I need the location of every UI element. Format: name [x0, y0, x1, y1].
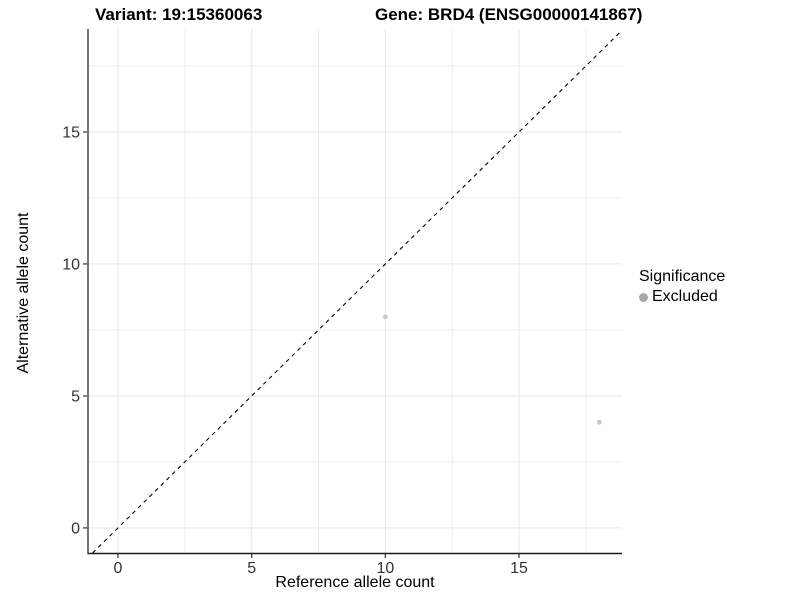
x-tick-label: 5	[247, 560, 256, 577]
legend-title: Significance	[639, 268, 726, 285]
y-tick-label: 0	[71, 520, 80, 537]
y-tick-label: 10	[62, 256, 80, 273]
y-axis-title: Alternative allele count	[15, 212, 32, 374]
x-axis-title: Reference allele count	[275, 574, 435, 591]
y-tick-label: 15	[62, 124, 80, 141]
legend-item-excluded: Excluded	[639, 288, 725, 306]
x-tick-label: 10	[376, 560, 394, 577]
data-point	[382, 314, 388, 320]
x-tick-label: 0	[113, 560, 122, 577]
plot-title-gene: Gene: BRD4 (ENSG00000141867)	[375, 5, 643, 24]
plot-title-variant: Variant: 19:15360063	[95, 5, 263, 24]
legend: Significance Excluded	[639, 268, 725, 306]
data-point	[596, 419, 602, 425]
legend-item-label: Excluded	[652, 288, 718, 305]
legend-key-dot-icon	[639, 292, 648, 302]
y-tick-label: 5	[71, 388, 80, 405]
identity-dashed-line	[92, 29, 623, 554]
x-tick-label: 15	[510, 560, 528, 577]
